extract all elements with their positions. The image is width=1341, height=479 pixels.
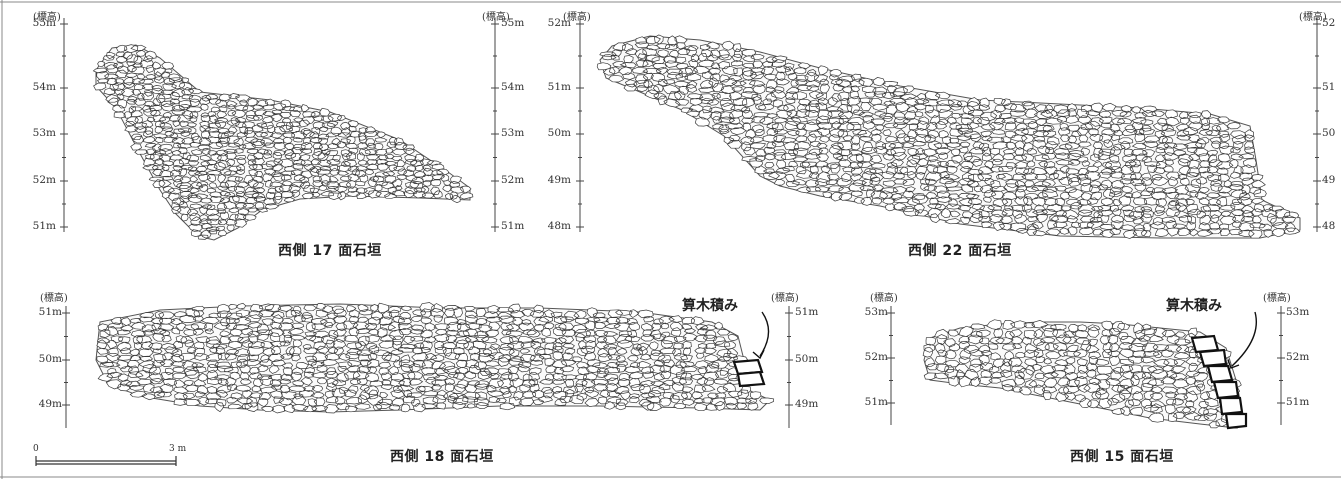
p22-left-label-50: 50m — [547, 127, 571, 139]
p18-right-label-50: 50m — [795, 353, 819, 365]
p18-left-label-49: 49m — [38, 398, 62, 410]
p22-caption: 西側 22 面石垣 — [908, 243, 1012, 259]
p15-right-axis — [1277, 306, 1285, 425]
p18-right-label-49: 49m — [795, 398, 819, 410]
p22-right-label-50: 50 — [1322, 127, 1336, 139]
p22-left-label-49: 49m — [547, 174, 571, 186]
p17-right-label-54: 54m — [501, 81, 525, 93]
wall-17 — [92, 44, 474, 241]
note-arrow-15-head — [1227, 359, 1240, 369]
p17-left-label-52: 52m — [32, 174, 56, 186]
p15-sangi-zumi-note: 算木積み — [1166, 298, 1222, 314]
p22-left-label-52: 52m — [547, 17, 571, 29]
scale-bar — [35, 456, 177, 466]
p17-caption: 西側 17 面石垣 — [278, 243, 382, 259]
p17-left-label-51: 51m — [32, 220, 56, 232]
p22-right-label-48: 48 — [1322, 220, 1336, 232]
p17-right-axis — [491, 18, 499, 232]
sangi-zumi-corner-stones — [732, 334, 1248, 430]
p17-right-label-53: 53m — [501, 127, 525, 139]
p18-right-axis — [785, 306, 793, 428]
p17-right-label-52: 52m — [501, 174, 525, 186]
p18-sangi-zumi-note: 算木積み — [682, 298, 738, 314]
p17-left-axis-header: (標高) — [33, 12, 61, 23]
p15-right-axis-header: (標高) — [1263, 293, 1291, 304]
p15-left-label-51: 51m — [864, 396, 888, 408]
p22-left-label-51: 51m — [547, 81, 571, 93]
scale-bar-start-label: 0 — [33, 444, 39, 454]
wall-15 — [922, 319, 1247, 429]
p17-left-label-55: 55m — [32, 17, 56, 29]
note-arrow-18 — [759, 311, 770, 357]
p15-right-label-51: 51m — [1286, 396, 1310, 408]
p15-left-axis-header: (標高) — [870, 293, 898, 304]
scale-bar-end-label: 3 m — [169, 444, 187, 454]
p17-left-axis — [60, 18, 68, 232]
p22-right-axis — [1313, 18, 1321, 232]
p17-right-label-55: 55m — [501, 17, 525, 29]
p18-left-axis-header: (標高) — [40, 293, 68, 304]
p17-left-label-53: 53m — [32, 127, 56, 139]
p22-right-label-51: 51 — [1322, 81, 1336, 93]
p18-right-axis-header: (標高) — [771, 293, 799, 304]
p18-left-label-50: 50m — [38, 353, 62, 365]
note-arrow-15 — [1231, 311, 1257, 367]
p17-right-axis-header: (標高) — [482, 12, 510, 23]
p15-right-label-52: 52m — [1286, 351, 1310, 363]
p22-right-axis-header: (標高) — [1299, 12, 1327, 23]
wall-22 — [596, 34, 1301, 239]
p22-left-axis-header: (標高) — [563, 12, 591, 23]
p15-right-label-53: 53m — [1286, 306, 1310, 318]
p15-caption: 西側 15 面石垣 — [1070, 449, 1174, 465]
p18-left-axis — [62, 306, 70, 428]
p18-left-label-51: 51m — [38, 306, 62, 318]
note-arrow-18-head — [752, 349, 765, 360]
p22-right-label-49: 49 — [1322, 174, 1336, 186]
p18-caption: 西側 18 面石垣 — [390, 449, 494, 465]
wall-18 — [95, 302, 775, 414]
p22-right-label-52: 52 — [1322, 17, 1336, 29]
p15-left-label-52: 52m — [864, 351, 888, 363]
p18-right-label-51: 51m — [795, 306, 819, 318]
p15-left-axis — [887, 306, 895, 425]
p15-left-label-53: 53m — [864, 306, 888, 318]
p22-left-axis — [576, 18, 584, 232]
p17-left-label-54: 54m — [32, 81, 56, 93]
p22-left-label-48: 48m — [547, 220, 571, 232]
p17-right-label-51: 51m — [501, 220, 525, 232]
